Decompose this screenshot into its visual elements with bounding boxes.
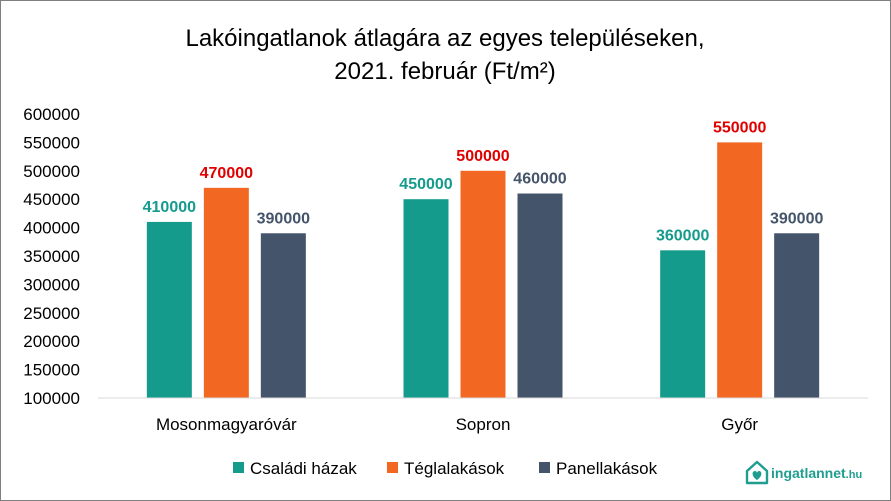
- data-label: 450000: [399, 176, 452, 193]
- ingatlannet-logo: ingatlannet.hu: [745, 460, 862, 485]
- legend-swatch: [539, 462, 550, 473]
- bar: [717, 142, 763, 398]
- bar: [774, 233, 820, 398]
- bars: [146, 142, 820, 398]
- logo-text: ingatlannet: [771, 465, 846, 481]
- bar: [203, 187, 249, 398]
- logo-suffix: .hu: [846, 469, 863, 481]
- house-heart-icon: [745, 460, 769, 485]
- y-tick-label: 100000: [23, 389, 80, 408]
- svg-text:ingatlannet.hu: ingatlannet.hu: [771, 465, 862, 481]
- x-tick-label: Győr: [721, 415, 758, 434]
- x-tick-label: Sopron: [456, 415, 511, 434]
- y-tick-label: 450000: [23, 190, 80, 209]
- data-label: 360000: [656, 227, 709, 244]
- chart-title: Lakóingatlanok átlagára az egyes települ…: [185, 25, 704, 52]
- y-tick-label: 200000: [23, 332, 80, 351]
- y-tick-label: 550000: [23, 133, 80, 152]
- y-axis: 100000 150000 200000 250000 300000 350000 4000…: [23, 105, 80, 408]
- bar: [146, 221, 192, 398]
- y-tick-label: 400000: [23, 219, 80, 238]
- y-tick-label: 500000: [23, 162, 80, 181]
- y-tick-label: 300000: [23, 275, 80, 294]
- data-label: 500000: [456, 148, 509, 165]
- legend-swatch: [233, 462, 244, 473]
- chart-subtitle: 2021. február (Ft/m²): [334, 58, 555, 85]
- data-label: 550000: [713, 119, 766, 136]
- data-label: 410000: [143, 199, 196, 216]
- data-label: 460000: [513, 171, 566, 188]
- data-label: 470000: [200, 165, 253, 182]
- x-axis: Mosonmagyaróvár Sopron Győr: [156, 415, 758, 434]
- bar: [517, 193, 563, 398]
- bar: [403, 199, 449, 398]
- y-tick-label: 350000: [23, 247, 80, 266]
- data-label: 390000: [257, 210, 310, 227]
- legend-label: Családi házak: [250, 459, 357, 478]
- bar: [660, 250, 706, 398]
- legend: Családi házak Téglalakások Panellakások: [233, 459, 658, 478]
- data-label: 390000: [770, 210, 823, 227]
- legend-label: Téglalakások: [404, 459, 505, 478]
- y-tick-label: 600000: [23, 105, 80, 124]
- y-tick-label: 150000: [23, 361, 80, 380]
- bar: [260, 233, 306, 398]
- legend-label: Panellakások: [556, 459, 658, 478]
- legend-swatch: [387, 462, 398, 473]
- x-tick-label: Mosonmagyaróvár: [156, 415, 297, 434]
- bar: [460, 170, 506, 398]
- y-tick-label: 250000: [23, 304, 80, 323]
